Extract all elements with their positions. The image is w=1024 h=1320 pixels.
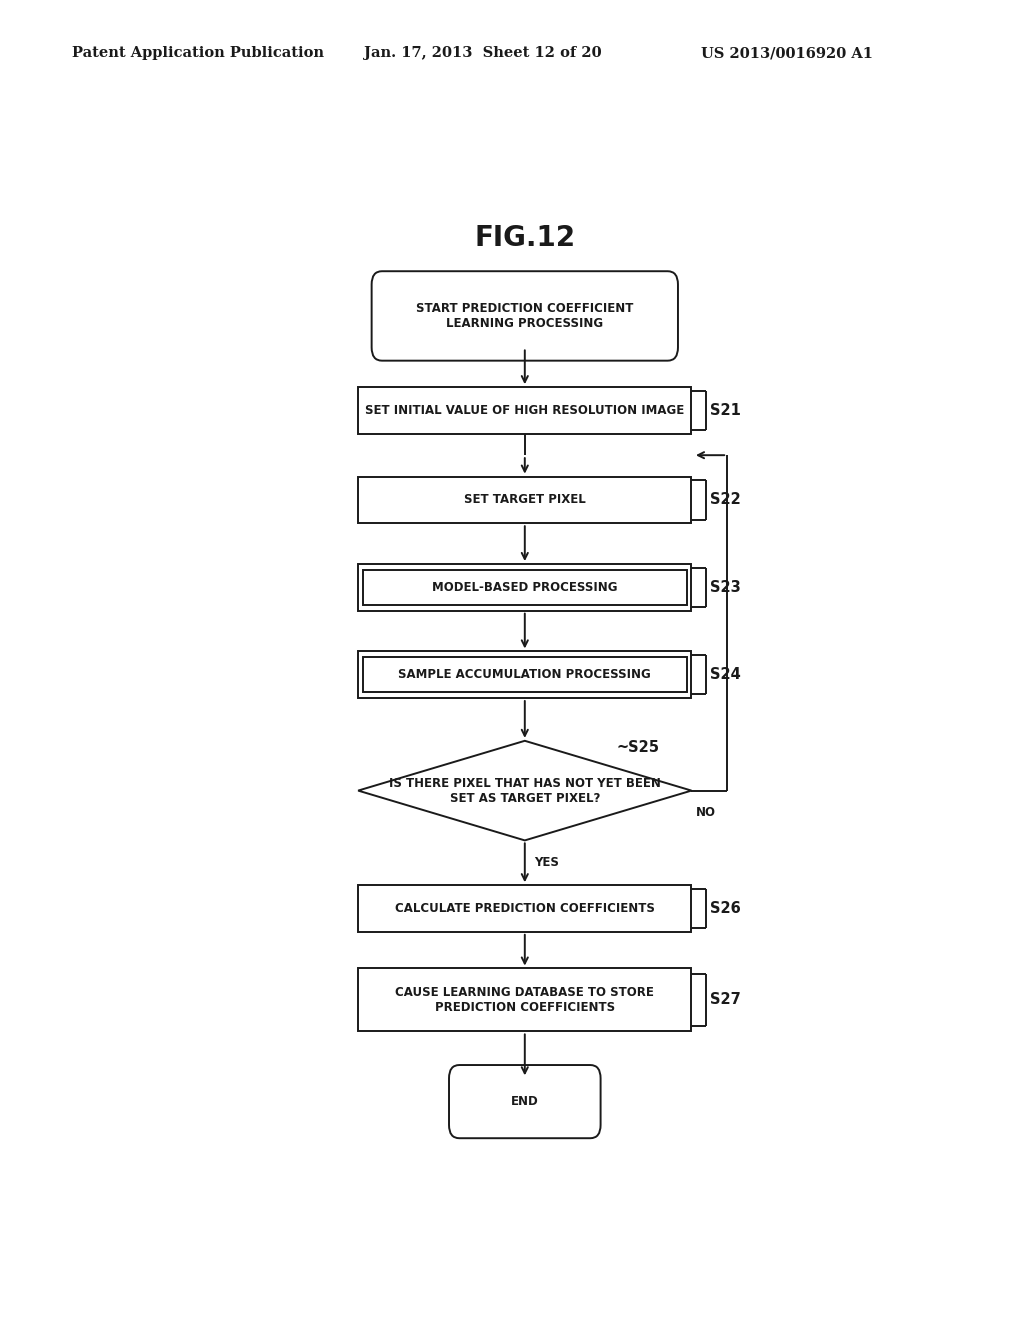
Text: YES: YES [535,857,559,870]
Text: CAUSE LEARNING DATABASE TO STORE
PREDICTION COEFFICIENTS: CAUSE LEARNING DATABASE TO STORE PREDICT… [395,986,654,1014]
Bar [358,651,691,698]
Text: SET INITIAL VALUE OF HIGH RESOLUTION IMAGE: SET INITIAL VALUE OF HIGH RESOLUTION IMA… [366,404,684,417]
Text: MODEL-BASED PROCESSING: MODEL-BASED PROCESSING [432,581,617,594]
Text: Patent Application Publication: Patent Application Publication [72,46,324,61]
Bar [358,387,691,434]
Text: NO: NO [695,805,716,818]
Text: S23: S23 [710,579,740,595]
Bar [358,969,691,1031]
Text: FIG.12: FIG.12 [474,224,575,252]
Bar [362,570,687,605]
Text: CALCULATE PREDICTION COEFFICIENTS: CALCULATE PREDICTION COEFFICIENTS [395,902,654,915]
Text: S21: S21 [710,403,740,418]
Bar [358,477,691,523]
Text: Jan. 17, 2013  Sheet 12 of 20: Jan. 17, 2013 Sheet 12 of 20 [364,46,601,61]
Bar [358,564,691,611]
Text: US 2013/0016920 A1: US 2013/0016920 A1 [701,46,873,61]
Polygon shape [358,741,691,841]
Text: ~S25: ~S25 [616,739,659,755]
Text: S26: S26 [710,902,740,916]
Text: SET TARGET PIXEL: SET TARGET PIXEL [464,494,586,507]
Text: S24: S24 [710,667,740,682]
Bar [362,657,687,692]
Bar [358,886,691,932]
Text: SAMPLE ACCUMULATION PROCESSING: SAMPLE ACCUMULATION PROCESSING [398,668,651,681]
Text: S27: S27 [710,993,740,1007]
Text: IS THERE PIXEL THAT HAS NOT YET BEEN
SET AS TARGET PIXEL?: IS THERE PIXEL THAT HAS NOT YET BEEN SET… [389,776,660,805]
Text: END: END [511,1096,539,1107]
FancyBboxPatch shape [372,271,678,360]
Text: S22: S22 [710,492,740,507]
Text: START PREDICTION COEFFICIENT
LEARNING PROCESSING: START PREDICTION COEFFICIENT LEARNING PR… [416,302,634,330]
FancyBboxPatch shape [449,1065,601,1138]
